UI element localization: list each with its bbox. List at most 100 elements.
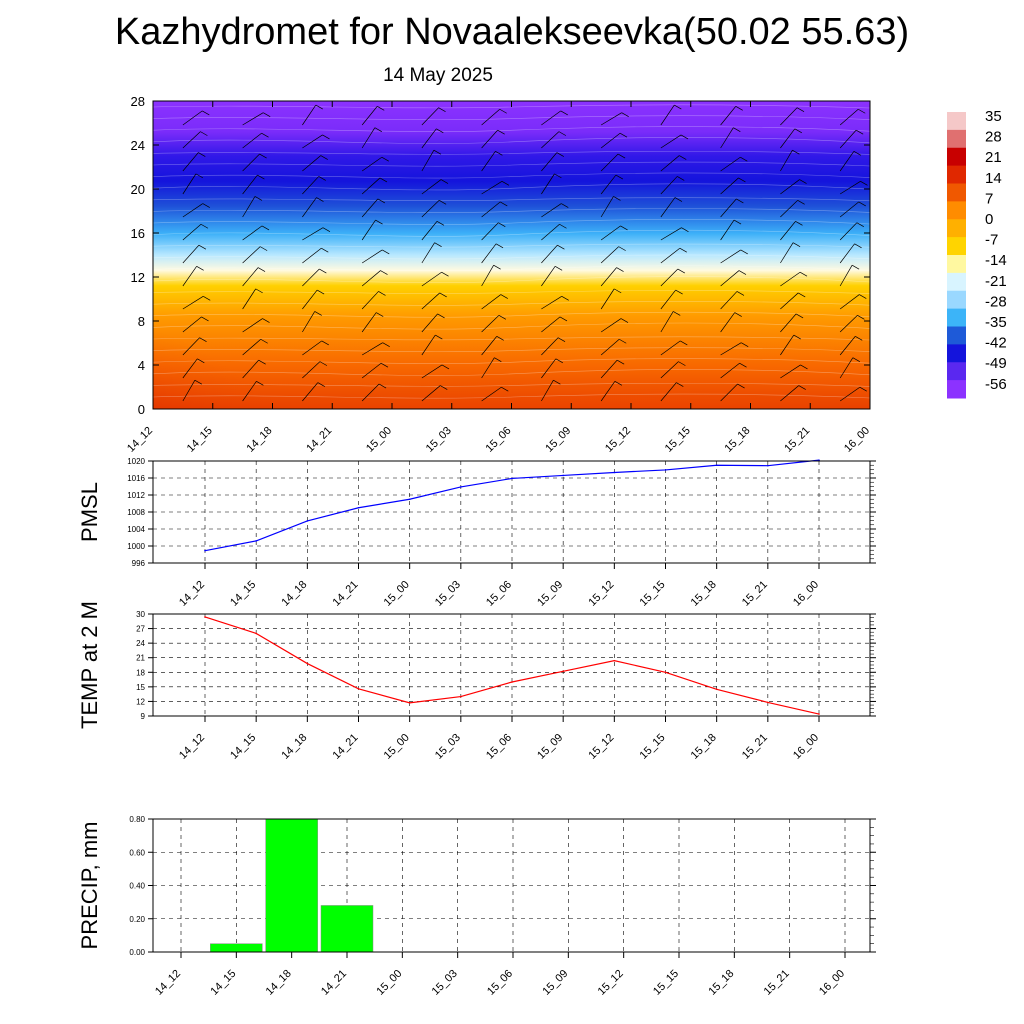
heatmap-y-tick-label: 12 [131, 270, 145, 285]
wind-barb-flag [793, 334, 801, 340]
wind-barb-flag [561, 295, 569, 301]
wind-barb-shaft [242, 196, 256, 218]
x-tick-label: 14_21 [331, 579, 361, 609]
wind-barb-shaft [600, 288, 615, 310]
wind-barb-flag [856, 129, 864, 135]
wind-barb-shaft [361, 312, 377, 333]
wind-barb-shaft [481, 129, 498, 149]
wind-barb-shaft [361, 156, 382, 172]
wind-barb-shaft [182, 110, 203, 126]
wind-barb-shaft [361, 177, 381, 195]
wind-barb-shaft [541, 266, 556, 287]
heatmap-x-tick-label: 14_15 [185, 425, 215, 455]
wind-barb-flag [799, 179, 807, 184]
wind-barb-flag [203, 295, 211, 301]
heatmap-y-tick-label: 4 [138, 358, 145, 373]
y-tick-label: 0.00 [129, 948, 145, 957]
wind-barb-flag [798, 292, 806, 298]
wind-barb-flag [493, 264, 501, 270]
data-point [664, 469, 667, 471]
wind-barb-flag [794, 128, 802, 134]
y-tick-label: 15 [136, 683, 145, 692]
panel-frame [152, 818, 871, 953]
colorbar-swatch [947, 380, 966, 399]
wind-barb-shaft [839, 151, 855, 172]
wind-barb-flag [378, 383, 387, 389]
wind-barb-shaft [302, 176, 319, 195]
wind-barb-flag [679, 155, 687, 160]
wind-barb-flag [736, 198, 744, 204]
wind-barb-shaft [182, 244, 200, 264]
wind-barb-shaft [421, 200, 440, 218]
wind-barb-flag [197, 358, 205, 364]
y-tick-label: 21 [136, 654, 145, 663]
wind-barb-flag [798, 385, 806, 390]
wind-barb-flag [438, 200, 447, 205]
wind-barb-shaft [780, 179, 800, 195]
x-tick-label: 16_00 [791, 579, 821, 609]
wind-barb-flag [320, 155, 328, 160]
wind-barb-flag [199, 337, 207, 343]
x-tick-label: 14_21 [331, 732, 361, 762]
wind-barb-shaft [182, 223, 202, 241]
heatmap-y-tick-label: 20 [131, 182, 145, 197]
heatmap-y-tick-label: 16 [131, 226, 145, 241]
wind-barb-shaft [839, 357, 854, 379]
wind-barb-flag [560, 110, 568, 116]
wind-barb-shaft [600, 318, 622, 333]
data-point [204, 616, 206, 618]
wind-barb-shaft [302, 361, 321, 379]
wind-barb-flag [319, 361, 328, 366]
x-tick-label: 14_12 [153, 968, 183, 998]
wind-barb-flag [673, 311, 681, 316]
wind-barb-shaft [600, 196, 614, 218]
colorbar-swatch [947, 237, 966, 256]
wind-barb-shaft [660, 340, 681, 356]
x-tick-label: 15_12 [586, 579, 616, 609]
y-tick-label: 1000 [127, 542, 145, 551]
wind-barb-flag [374, 127, 383, 132]
wind-barb-shaft [839, 315, 858, 333]
heatmap-x-tick-label: 15_03 [424, 425, 454, 455]
wind-barb-shaft [481, 180, 503, 195]
wind-barb-shaft [660, 247, 681, 264]
x-tick-label: 14_18 [264, 968, 294, 998]
heatmap-overlay [153, 104, 870, 409]
wind-barb-flag [615, 174, 624, 180]
heatmap-warm-area [240, 349, 870, 409]
wind-barb-flag [501, 386, 509, 392]
contour-line [153, 208, 870, 213]
wind-barb-flag [680, 134, 689, 140]
x-tick-label: 15_03 [433, 579, 463, 609]
x-tick-label: 15_00 [374, 968, 404, 998]
wind-barb-shaft [780, 334, 795, 356]
wind-barb-shaft [780, 150, 793, 172]
wind-barb-flag [621, 112, 629, 117]
wind-barb-flag [433, 149, 442, 155]
wind-barb-flag [792, 242, 801, 247]
data-point [511, 681, 513, 683]
wind-barb-flag [677, 176, 685, 181]
wind-barb-shaft [660, 382, 677, 402]
colorbar-legend: 35 28 21 14 7 0 -7 -14 -21 -28 -35 -42 -49 -56 [947, 108, 1007, 399]
wind-barb-flag [553, 379, 561, 385]
x-tick-label: 15_00 [382, 579, 412, 609]
data-point [460, 695, 462, 698]
colorbar-label: 21 [985, 149, 1002, 166]
wind-barb-flag [799, 271, 808, 277]
wind-barb-flag [734, 312, 742, 317]
wind-barb-shaft [839, 108, 859, 126]
contour-line [153, 219, 870, 225]
precip-bar [320, 905, 374, 953]
wind-barb-flag [855, 336, 863, 341]
contour-line [153, 243, 870, 248]
wind-barb-shaft [780, 128, 796, 149]
x-tick-label: 16_00 [791, 732, 821, 762]
wind-barb-flag [438, 107, 446, 113]
wind-barb-shaft [182, 131, 201, 149]
wind-barb-flag [495, 151, 503, 156]
wind-barb-shaft [242, 112, 264, 126]
heatmap-x-tick-label: 14_18 [245, 425, 275, 455]
wind-barb-flag [437, 313, 445, 319]
x-tick-label: 15_21 [740, 732, 770, 762]
